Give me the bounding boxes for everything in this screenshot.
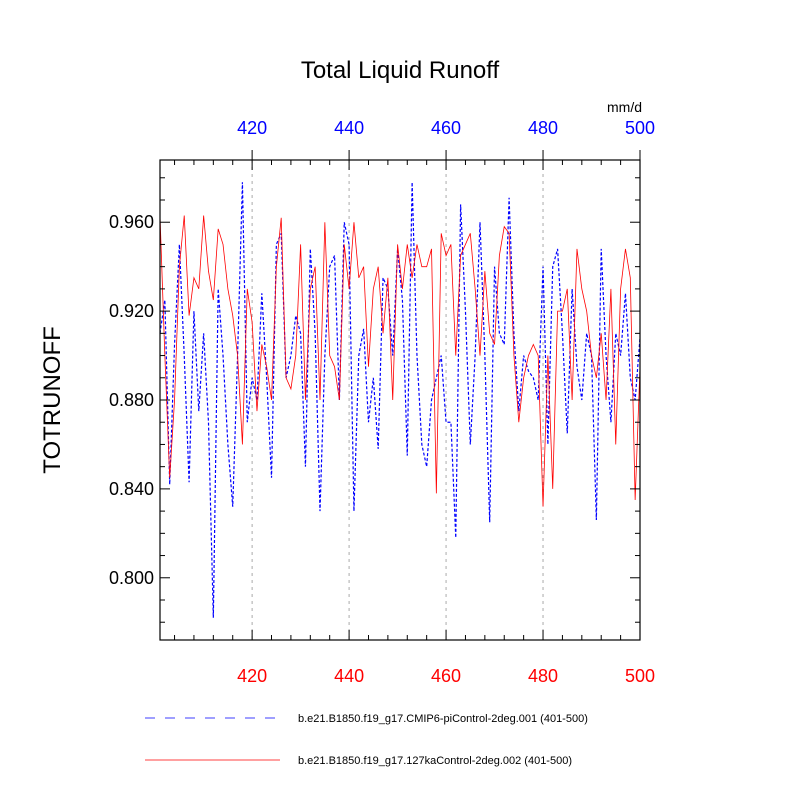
x-tick-label-bottom: 500 [625,666,655,686]
plot-frame [159,159,641,641]
legend-label-1: b.e21.B1850.f19_g17.CMIP6-piControl-2deg… [298,713,588,725]
series-line-2 [159,215,641,507]
y-tick-label: 0.840 [109,479,154,499]
x-tick-label-bottom: 440 [334,666,364,686]
x-tick-label-bottom: 480 [528,666,558,686]
legend-layer: b.e21.B1850.f19_g17.CMIP6-piControl-2deg… [145,713,588,767]
y-tick-label: 0.800 [109,568,154,588]
x-tick-label-bottom: 420 [237,666,267,686]
y-tick-label: 0.880 [109,390,154,410]
legend-label-2: b.e21.B1850.f19_g17.127kaControl-2deg.00… [298,755,572,767]
grid-layer [251,160,544,640]
axis-layer [159,150,641,641]
units-label: mm/d [607,99,642,115]
x-tick-label-top: 420 [237,118,267,138]
y-tick-label: 0.920 [109,301,154,321]
x-tick-label-bottom: 460 [431,666,461,686]
x-tick-label-top: 500 [625,118,655,138]
x-tick-label-top: 440 [334,118,364,138]
tick-label-layer: 0.800 0.840 0.880 0.920 0.960 420 440 460 480 500… [109,118,655,686]
series-line-1 [159,182,641,618]
chart-title: Total Liquid Runoff [301,57,500,84]
y-axis-label: TOTRUNOFF [39,326,66,474]
y-tick-label: 0.960 [109,212,154,232]
x-tick-label-top: 480 [528,118,558,138]
x-tick-label-top: 460 [431,118,461,138]
series-layer [159,182,641,618]
